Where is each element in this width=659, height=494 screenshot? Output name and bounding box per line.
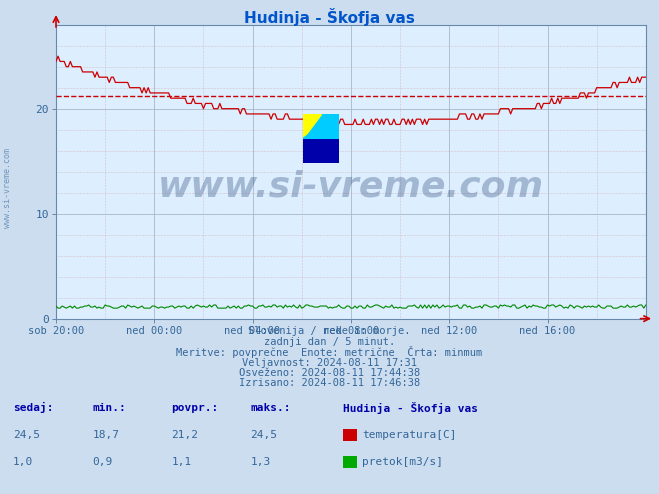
Polygon shape <box>303 114 322 138</box>
Text: 1,1: 1,1 <box>171 457 192 467</box>
Polygon shape <box>303 138 339 163</box>
Text: povpr.:: povpr.: <box>171 403 219 412</box>
Text: Hudinja - Škofja vas: Hudinja - Škofja vas <box>244 8 415 26</box>
Text: 18,7: 18,7 <box>92 430 119 440</box>
Text: Izrisano: 2024-08-11 17:46:38: Izrisano: 2024-08-11 17:46:38 <box>239 378 420 388</box>
Text: 1,3: 1,3 <box>250 457 271 467</box>
Text: sedaj:: sedaj: <box>13 402 53 413</box>
Polygon shape <box>303 114 339 138</box>
Text: www.si-vreme.com: www.si-vreme.com <box>3 148 13 228</box>
Text: min.:: min.: <box>92 403 126 412</box>
Text: 24,5: 24,5 <box>13 430 40 440</box>
Polygon shape <box>303 114 339 138</box>
Text: 0,9: 0,9 <box>92 457 113 467</box>
Text: temperatura[C]: temperatura[C] <box>362 430 457 440</box>
Polygon shape <box>303 114 339 138</box>
Text: Hudinja - Škofja vas: Hudinja - Škofja vas <box>343 402 478 413</box>
Text: pretok[m3/s]: pretok[m3/s] <box>362 457 444 467</box>
Polygon shape <box>303 138 339 163</box>
Text: 1,0: 1,0 <box>13 457 34 467</box>
Text: 24,5: 24,5 <box>250 430 277 440</box>
Text: zadnji dan / 5 minut.: zadnji dan / 5 minut. <box>264 337 395 347</box>
Polygon shape <box>322 114 339 138</box>
Text: www.si-vreme.com: www.si-vreme.com <box>158 169 544 204</box>
Text: Meritve: povprečne  Enote: metrične  Črta: minmum: Meritve: povprečne Enote: metrične Črta:… <box>177 346 482 358</box>
Text: Veljavnost: 2024-08-11 17:31: Veljavnost: 2024-08-11 17:31 <box>242 358 417 368</box>
Polygon shape <box>322 114 339 138</box>
Text: Osveženo: 2024-08-11 17:44:38: Osveženo: 2024-08-11 17:44:38 <box>239 368 420 378</box>
Text: Slovenija / reke in morje.: Slovenija / reke in morje. <box>248 326 411 336</box>
Text: 21,2: 21,2 <box>171 430 198 440</box>
Polygon shape <box>303 114 322 138</box>
Text: maks.:: maks.: <box>250 403 291 412</box>
